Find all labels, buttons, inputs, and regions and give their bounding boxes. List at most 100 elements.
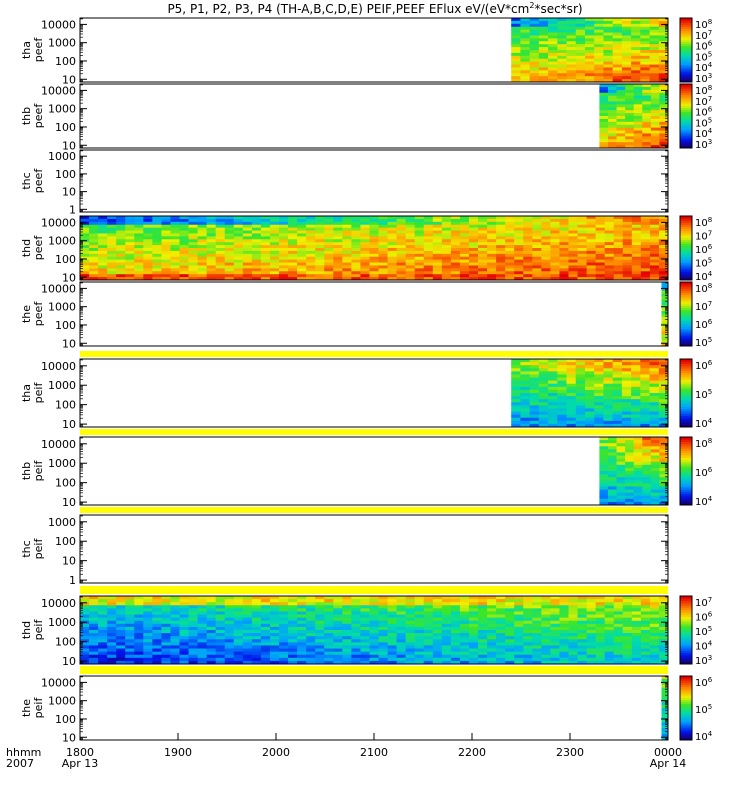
spectrogram-cell — [631, 250, 642, 255]
spectrogram-cell — [324, 596, 334, 600]
spectrogram-cell — [288, 626, 298, 631]
spectrogram-cell — [631, 259, 642, 263]
spectrogram-cell — [98, 654, 108, 659]
spectrogram-cell — [297, 227, 307, 231]
spectrogram-cell — [532, 239, 542, 243]
colorbar-tick-label: 105 — [695, 257, 712, 270]
spectrogram-cell — [595, 623, 606, 628]
spectrogram-cell — [496, 233, 506, 237]
spectrogram-cell — [315, 218, 325, 223]
spectrogram-cell — [640, 47, 650, 51]
spectrogram-cell — [599, 113, 609, 117]
spectrogram-cell — [369, 608, 379, 612]
spectrogram-cell — [496, 648, 506, 653]
spectrogram-cell — [179, 271, 189, 275]
spectrogram-cell — [468, 230, 479, 234]
spectrogram-cell — [478, 236, 488, 240]
spectrogram-cell — [98, 233, 108, 237]
spectrogram-cell — [568, 248, 578, 252]
spectrogram-cell — [661, 319, 669, 324]
spectrogram-cell — [649, 23, 660, 28]
spectrogram-cell — [603, 359, 614, 363]
spectrogram-cell — [414, 256, 425, 261]
spectrogram-cell — [324, 262, 334, 266]
spectrogram-cell — [538, 423, 549, 428]
spectrogram-cell — [584, 73, 595, 77]
spectrogram-cell — [387, 277, 398, 281]
spectrogram-cell — [206, 636, 217, 640]
spectrogram-cell — [269, 620, 280, 625]
spectrogram-cell — [459, 236, 470, 240]
spectrogram-cell — [107, 602, 117, 606]
spectrogram-cell — [269, 639, 280, 643]
spectrogram-cell — [658, 623, 669, 628]
spectrogram-cell — [599, 124, 609, 129]
spectrogram-cell — [550, 636, 560, 640]
spectrogram-cell — [152, 605, 162, 609]
spectrogram-cell — [584, 32, 595, 36]
spectrogram-cell — [459, 227, 470, 231]
spectrogram-cell — [405, 608, 416, 612]
spectrogram-cell — [650, 121, 660, 126]
spectrogram-cell — [548, 18, 558, 22]
spectrogram-cell — [98, 248, 108, 252]
spectrogram-cell — [550, 608, 560, 612]
spectrogram-cell — [423, 265, 434, 269]
spectrogram-cell — [306, 599, 316, 603]
spectrogram-cell — [432, 250, 443, 255]
spectrogram-cell — [658, 248, 669, 252]
spectrogram-cell — [496, 216, 506, 220]
spectrogram-cell — [568, 660, 578, 665]
spectrogram-cell — [179, 248, 189, 252]
spectrogram-cell — [640, 374, 650, 378]
spectrogram-cell — [396, 614, 407, 619]
spectrogram-cell — [612, 362, 623, 366]
spectrogram-cell — [414, 639, 425, 643]
spectrogram-cell — [224, 239, 235, 243]
spectrogram-cell — [179, 605, 189, 609]
colorbar-swatch — [680, 284, 692, 287]
spectrogram-cell — [496, 250, 506, 255]
spectrogram-cell — [432, 277, 443, 281]
spectrogram-cell — [107, 630, 117, 634]
spectrogram-cell — [557, 386, 567, 391]
spectrogram-cell — [496, 660, 506, 665]
spectrogram-cell — [468, 608, 479, 612]
spectrogram-cell — [487, 259, 497, 263]
spectrogram-cell — [468, 245, 479, 249]
spectrogram-cell — [80, 657, 90, 662]
spectrogram-cell — [405, 599, 416, 603]
spectrogram-cell — [487, 248, 497, 252]
spectrogram-cell — [342, 236, 352, 240]
colorbar-swatch — [680, 452, 692, 456]
spectrogram-cell — [369, 623, 379, 628]
spectrogram-cell — [603, 50, 614, 54]
spectrogram-cell — [342, 253, 352, 258]
spectrogram-cell — [215, 602, 226, 606]
spectrogram-cell — [233, 614, 244, 619]
spectrogram-cell — [586, 239, 597, 243]
spectrogram-cell — [511, 368, 521, 372]
colorbar-swatch — [680, 265, 692, 268]
spectrogram-cell — [616, 464, 626, 469]
colorbar-swatch — [680, 678, 692, 681]
spectrogram-cell — [559, 253, 569, 258]
colorbar-swatch — [680, 609, 692, 613]
spectrogram-cell — [566, 359, 577, 363]
spectrogram-cell — [514, 599, 524, 603]
colorbar-swatch — [680, 77, 692, 81]
colorbar-swatch — [680, 500, 692, 504]
spectrogram-cell — [568, 633, 578, 637]
spectrogram-cell — [625, 130, 635, 134]
spectrogram-cell — [134, 651, 144, 656]
spectrogram-cell — [631, 660, 642, 665]
spectrogram-cell — [621, 73, 632, 77]
spectrogram-cell — [179, 236, 189, 240]
spectrogram-cell — [631, 239, 642, 243]
spectrogram-cell — [621, 383, 632, 388]
spectrogram-cell — [387, 242, 398, 246]
spectrogram-cell — [387, 221, 398, 226]
spectrogram-cell — [550, 614, 560, 619]
spectrogram-cell — [487, 265, 497, 269]
